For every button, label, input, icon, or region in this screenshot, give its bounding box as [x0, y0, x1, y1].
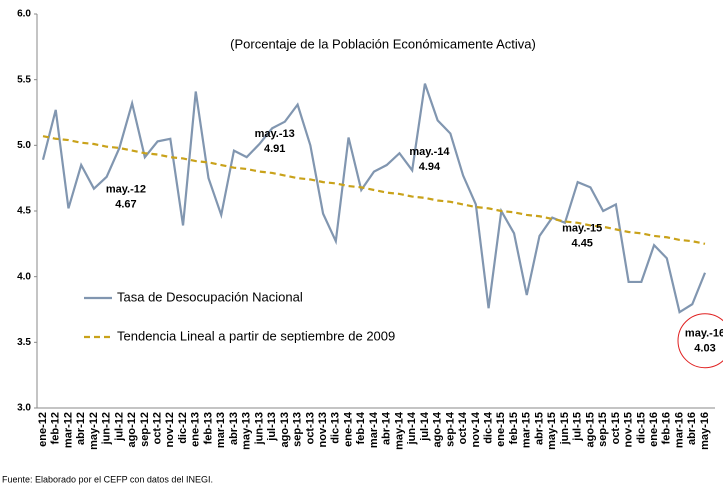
- x-tick-label: ene-16: [648, 412, 660, 447]
- x-tick-label: jul-14: [419, 411, 431, 442]
- x-tick-label: ago-14: [432, 411, 444, 447]
- data-line: [42, 135, 706, 245]
- annotation-label: may.-15: [562, 222, 602, 234]
- x-tick-label: feb-12: [50, 412, 62, 444]
- x-tick-label: oct-15: [610, 412, 622, 444]
- x-tick-label: nov-15: [623, 412, 635, 447]
- x-tick-label: abr-12: [75, 412, 87, 445]
- x-tick-label: ene-12: [37, 412, 49, 447]
- x-tick-label: mar-13: [215, 412, 227, 448]
- annotation-label: may.-16: [685, 328, 723, 340]
- annotation-value: 4.91: [264, 143, 285, 155]
- x-tick-label: mar-15: [521, 412, 533, 448]
- legend-label: Tendencia Lineal a partir de septiembre …: [117, 328, 395, 343]
- x-tick-label: sep-12: [139, 412, 151, 447]
- x-tick-label: jun-14: [406, 411, 418, 445]
- annotation-label: may.-13: [255, 128, 295, 140]
- x-tick-label: ago-13: [279, 412, 291, 447]
- y-tick-label: 5.0: [17, 140, 31, 151]
- x-tick-label: nov-13: [317, 412, 329, 447]
- source-note: Fuente: Elaborado por el CEFP con datos …: [2, 474, 213, 484]
- x-tick-label: may-16: [699, 412, 711, 450]
- x-tick-label: may-13: [241, 412, 253, 450]
- x-tick-label: abr-13: [228, 412, 240, 445]
- x-tick-label: ene-15: [495, 412, 507, 447]
- x-tick-label: mar-12: [62, 412, 74, 448]
- y-tick-label: 5.5: [17, 74, 31, 85]
- annotation-value: 4.94: [419, 161, 441, 173]
- x-tick-label: feb-14: [355, 411, 367, 444]
- y-tick-label: 3.0: [17, 403, 31, 414]
- x-tick-label: ene-13: [190, 412, 202, 447]
- y-tick-label: 3.5: [17, 337, 31, 348]
- x-tick-label: ago-15: [584, 412, 596, 447]
- x-tick-label: jul-13: [266, 412, 278, 442]
- x-tick-label: feb-13: [202, 412, 214, 444]
- annotation-value: 4.03: [694, 343, 715, 355]
- x-tick-label: mar-16: [673, 412, 685, 448]
- x-tick-label: oct-14: [457, 411, 469, 444]
- x-tick-label: feb-15: [508, 412, 520, 444]
- highlight-circle: [677, 313, 723, 369]
- x-tick-label: jun-15: [559, 412, 571, 445]
- x-tick-label: abr-14: [381, 411, 393, 445]
- y-tick-label: 6.0: [17, 9, 31, 20]
- x-tick-label: sep-15: [597, 412, 609, 447]
- x-tick-label: may-12: [88, 412, 100, 450]
- legend-label: Tasa de Desocupación Nacional: [117, 289, 303, 304]
- x-tick-label: sep-14: [444, 411, 456, 447]
- x-tick-label: may-14: [393, 411, 405, 450]
- x-tick-label: oct-13: [304, 412, 316, 444]
- x-tick-label: nov-14: [470, 411, 482, 447]
- x-tick-label: dic-15: [635, 412, 647, 444]
- y-tick-label: 4.0: [17, 271, 31, 282]
- y-tick-label: 4.5: [17, 206, 31, 217]
- data-line: [41, 83, 707, 314]
- annotation-value: 4.67: [115, 199, 136, 211]
- x-tick-label: jul-12: [113, 412, 125, 442]
- x-tick-label: feb-16: [661, 412, 673, 444]
- x-tick-label: nov-12: [164, 412, 176, 447]
- x-tick-label: ago-12: [126, 412, 138, 447]
- x-tick-label: dic-12: [177, 412, 189, 444]
- annotation-value: 4.45: [572, 237, 593, 249]
- x-tick-label: dic-13: [330, 412, 342, 444]
- x-tick-label: jul-15: [572, 412, 584, 442]
- x-tick-label: may-15: [546, 412, 558, 450]
- x-tick-label: abr-15: [533, 412, 545, 445]
- x-tick-label: mar-14: [368, 411, 380, 448]
- x-tick-label: jun-12: [101, 412, 113, 445]
- x-tick-label: sep-13: [292, 412, 304, 447]
- x-tick-label: dic-14: [482, 411, 494, 444]
- x-tick-label: ene-14: [342, 411, 354, 447]
- annotation-label: may.-12: [106, 184, 146, 196]
- x-tick-label: jun-13: [253, 412, 265, 445]
- annotation-label: may.-14: [409, 146, 450, 158]
- x-tick-label: oct-12: [151, 412, 163, 444]
- x-tick-label: abr-16: [686, 412, 698, 445]
- chart-subtitle: (Porcentaje de la Población Económicamen…: [230, 36, 536, 51]
